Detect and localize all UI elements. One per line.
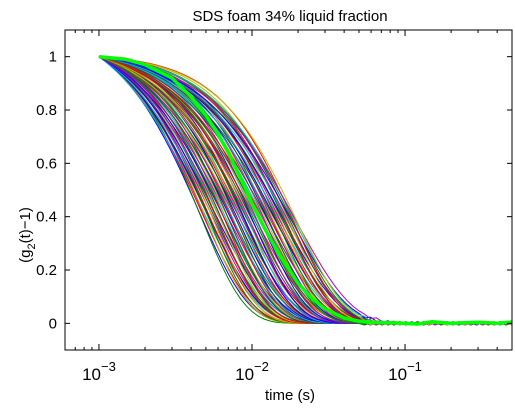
x-tick-label: 10−3 — [82, 359, 116, 384]
chart-title: SDS foam 34% liquid fraction — [192, 8, 387, 25]
y-axis-label-subscript: 2 — [26, 243, 38, 249]
y-tick-label: 0.4 — [36, 209, 57, 226]
y-tick-label: 1 — [49, 49, 57, 66]
y-tick-label: 0.6 — [36, 155, 57, 172]
y-axis-label: (g2(t)−1) — [17, 207, 38, 263]
curve-bundle — [98, 56, 513, 326]
x-axis-label: time (s) — [265, 387, 315, 404]
axis-ticks: 0 0.2 0.4 0.6 0.8 1 10−3 10−2 10−1 — [36, 30, 513, 384]
y-tick-label: 0.2 — [36, 262, 57, 279]
y-tick-label: 0.8 — [36, 102, 57, 119]
x-tick-label: 10−2 — [235, 359, 269, 384]
y-axis-label-part-2: (t)−1) — [17, 207, 34, 243]
highlight-curve-layer — [98, 54, 513, 326]
highlight-curve — [98, 54, 513, 326]
x-tick-label: 10−1 — [388, 359, 422, 384]
y-axis-label-part-1: (g — [17, 250, 34, 263]
y-tick-label: 0 — [49, 315, 57, 332]
axes-frame — [64, 29, 513, 351]
